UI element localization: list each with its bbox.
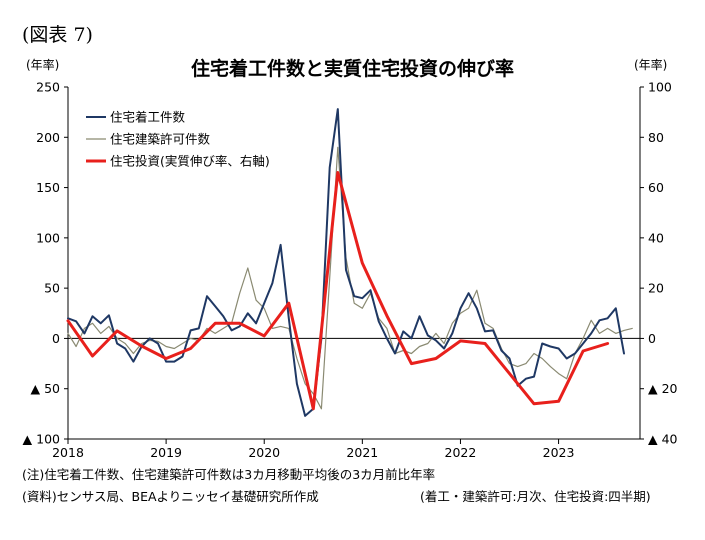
left-tick-label: 200 [36,130,60,145]
x-tick-label: 2022 [445,445,477,460]
left-tick-label: 100 [36,230,60,245]
left-tick-label: 150 [36,180,60,195]
legend-label: 住宅建築許可件数 [110,132,211,147]
x-tick-label: 2019 [150,445,182,460]
right-tick-label: 60 [648,180,664,195]
x-tick-label: 2018 [52,445,84,460]
series-lines [66,108,633,417]
source-note: (資料)センサス局、BEAよりニッセイ基礎研究所作成 [22,489,319,504]
right-axis-unit: (年率) [634,58,668,72]
series-line-1 [67,146,633,410]
right-tick-label: 100 [648,80,672,95]
left-tick-label: ▲ 100 [23,432,60,447]
x-tick-label: 2021 [346,445,378,460]
frequency-note: (着工・建築許可:月次、住宅投資:四半期) [420,489,651,504]
left-axis-unit: (年率) [26,58,60,72]
legend-label: 住宅投資(実質伸び率、右軸) [110,154,270,169]
right-tick-label: 40 [648,230,664,245]
right-tick-label: 20 [648,281,664,296]
x-tick-label: 2020 [248,445,280,460]
left-tick-label: ▲ 50 [31,381,61,396]
left-tick-label: 0 [52,331,60,346]
right-tick-label: 80 [648,130,664,145]
figure-label: (図表 7) [22,24,93,46]
footnote: (注)住宅着工件数、住宅建築許可件数は3カ月移動平均後の3カ月前比年率 [22,467,436,482]
chart-title: 住宅着工件数と実質住宅投資の伸び率 [190,58,514,80]
series-line-2 [66,171,610,411]
left-tick-label: 250 [36,80,60,95]
series-line-0 [67,108,625,417]
right-tick-label: ▲ 20 [648,381,678,396]
left-tick-label: 50 [44,281,60,296]
right-tick-label: ▲ 40 [648,432,678,447]
right-tick-label: 0 [648,331,656,346]
x-tick-label: 2023 [543,445,575,460]
legend-label: 住宅着工件数 [110,110,186,125]
